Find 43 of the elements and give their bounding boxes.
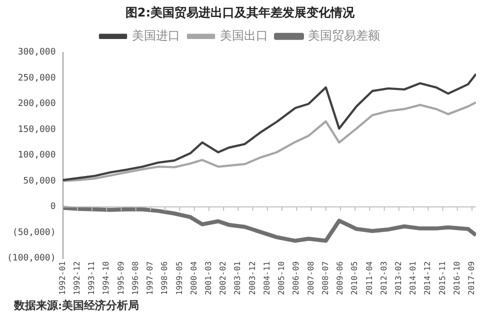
- x-tick-label: 2015-11: [438, 261, 447, 296]
- x-tick-label: 2004-11: [262, 261, 272, 296]
- x-tick-label: 2006-09: [292, 261, 301, 296]
- y-tick-label: 100,000: [18, 150, 56, 161]
- y-tick-label: (50,000): [12, 228, 56, 238]
- x-tick-label: 1997-07: [146, 261, 155, 296]
- legend-label: 美国出口: [220, 28, 268, 43]
- x-tick-label: 2002-02: [218, 261, 228, 296]
- x-tick-label: 1995-09: [116, 261, 126, 296]
- y-tick-label: 50,000: [23, 176, 56, 186]
- x-tick-label: 2003-01: [233, 261, 242, 296]
- y-tick-label: 0: [50, 202, 56, 212]
- x-tick-label: 1999-05: [174, 261, 184, 296]
- x-tick-label: 2013-02: [394, 261, 404, 296]
- y-tick-label: 200,000: [18, 99, 56, 110]
- x-tick-label: 2007-08: [306, 261, 316, 296]
- y-tick-label: (100,000): [6, 254, 56, 264]
- x-tick-label: 2017-09: [467, 261, 476, 296]
- x-tick-label: 1992-01: [58, 261, 67, 296]
- x-tick-label: 2001-03: [204, 261, 214, 296]
- x-tick-label: 2009-06: [336, 261, 345, 296]
- x-tick-label: 2014-01: [408, 261, 418, 296]
- x-tick-label: 2012-03: [379, 261, 388, 296]
- chart-title: 图2:美国贸易进出口及其年差发展变化情况: [125, 5, 356, 20]
- x-tick-label: 1992-12: [72, 261, 82, 296]
- x-tick-label: 2003-12: [248, 261, 257, 296]
- x-tick-label: 1998-06: [160, 261, 170, 296]
- source-note: 数据来源:美国经济分析局: [14, 298, 140, 313]
- x-tick-label: 2000-04: [189, 261, 198, 296]
- x-tick-label: 2005-10: [277, 261, 286, 296]
- y-tick-label: 150,000: [18, 124, 56, 135]
- y-tick-label: 250,000: [18, 73, 56, 84]
- x-tick-label: 1996-08: [130, 261, 140, 296]
- x-tick-label: 1993-11: [87, 261, 96, 296]
- legend-label: 美国贸易差额: [308, 28, 380, 43]
- x-tick-label: 2008-07: [320, 261, 330, 296]
- x-tick-label: 2014-12: [423, 261, 432, 296]
- x-tick-label: 2010-05: [350, 261, 360, 296]
- x-tick-label: 2011-04: [364, 261, 374, 296]
- legend-label: 美国进口: [132, 28, 180, 43]
- y-tick-label: 300,000: [18, 48, 56, 58]
- x-tick-label: 1994-10: [102, 261, 111, 296]
- x-tick-label: 2016-10: [452, 261, 462, 296]
